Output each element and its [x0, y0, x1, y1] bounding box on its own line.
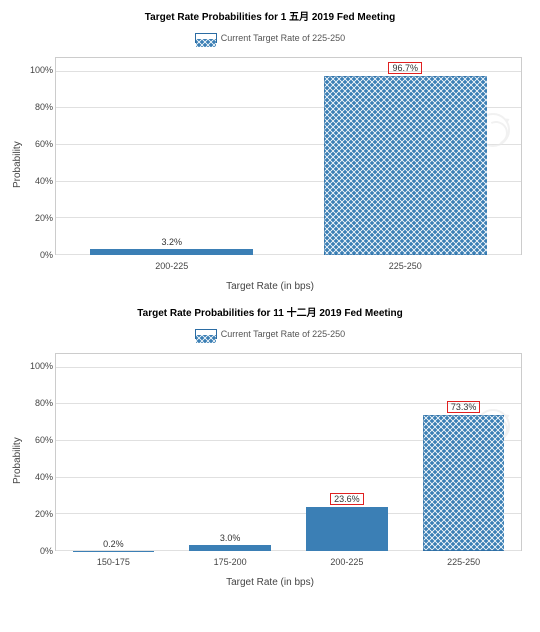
bar-slot: 0.2%150-175	[55, 353, 172, 551]
x-axis-label: Target Rate (in bps)	[10, 281, 530, 292]
bar	[306, 507, 388, 551]
plot-area: 0%20%40%60%80%100%0.2%150-1753.0%175-200…	[25, 349, 530, 573]
x-tick-label: 200-225	[330, 557, 363, 567]
y-tick-label: 20%	[25, 213, 53, 223]
legend-text: Current Target Rate of 225-250	[221, 329, 345, 339]
y-tick-label: 40%	[25, 472, 53, 482]
bar	[324, 76, 487, 255]
bars-group: 0.2%150-1753.0%175-20023.6%200-22573.3%2…	[55, 353, 522, 551]
y-tick-label: 0%	[25, 250, 53, 260]
x-tick-label: 225-250	[389, 261, 422, 271]
plot-area: 0%20%40%60%80%100%3.2%200-22596.7%225-25…	[25, 53, 530, 277]
x-tick-label: 150-175	[97, 557, 130, 567]
x-tick-label: 200-225	[155, 261, 188, 271]
bar-slot: 3.0%175-200	[172, 353, 289, 551]
bar-slot: 96.7%225-250	[289, 57, 523, 255]
legend: Current Target Rate of 225-250	[10, 325, 530, 343]
y-tick-label: 80%	[25, 398, 53, 408]
legend-text: Current Target Rate of 225-250	[221, 33, 345, 43]
y-tick-label: 40%	[25, 176, 53, 186]
legend: Current Target Rate of 225-250	[10, 29, 530, 47]
bar-slot: 73.3%225-250	[405, 353, 522, 551]
y-axis-label: Probability	[10, 53, 25, 277]
y-tick-label: 80%	[25, 102, 53, 112]
bar-value-label: 0.2%	[100, 539, 127, 549]
bar-value-label: 73.3%	[447, 401, 481, 413]
legend-swatch	[195, 33, 217, 43]
chart-title: Target Rate Probabilities for 11 十二月 201…	[10, 304, 530, 319]
y-tick-label: 100%	[25, 361, 53, 371]
bar-slot: 3.2%200-225	[55, 57, 289, 255]
chart-title: Target Rate Probabilities for 1 五月 2019 …	[10, 8, 530, 23]
legend-swatch	[195, 329, 217, 339]
chart-1: Target Rate Probabilities for 11 十二月 201…	[0, 296, 540, 592]
x-tick-label: 225-250	[447, 557, 480, 567]
y-tick-label: 60%	[25, 139, 53, 149]
y-tick-label: 100%	[25, 65, 53, 75]
bar	[189, 545, 271, 551]
y-tick-label: 20%	[25, 509, 53, 519]
bar-value-label: 23.6%	[330, 493, 364, 505]
bar-value-label: 96.7%	[388, 62, 422, 74]
chart-0: Target Rate Probabilities for 1 五月 2019 …	[0, 0, 540, 296]
y-tick-label: 0%	[25, 546, 53, 556]
y-tick-label: 60%	[25, 435, 53, 445]
x-tick-label: 175-200	[214, 557, 247, 567]
bar	[423, 415, 505, 551]
bar	[90, 249, 253, 255]
bar-value-label: 3.2%	[158, 237, 185, 247]
x-axis-label: Target Rate (in bps)	[10, 577, 530, 588]
bars-group: 3.2%200-22596.7%225-250	[55, 57, 522, 255]
bar-value-label: 3.0%	[217, 533, 244, 543]
bar-slot: 23.6%200-225	[289, 353, 406, 551]
y-axis-label: Probability	[10, 349, 25, 573]
